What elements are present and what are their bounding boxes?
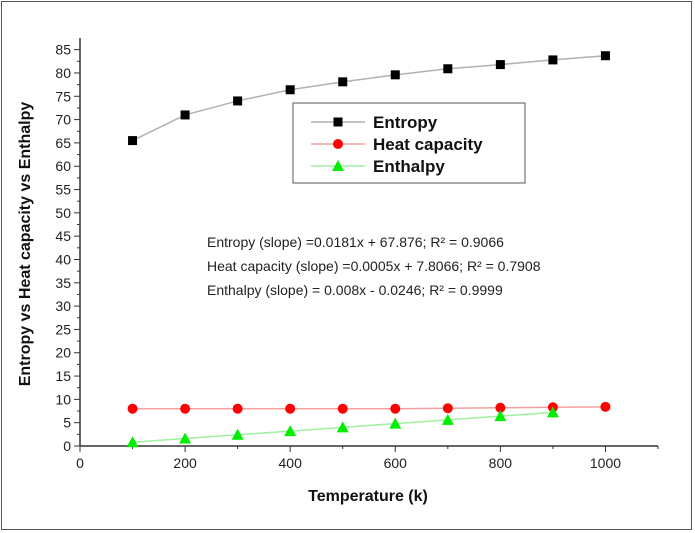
x-tick-label: 1000: [590, 455, 621, 471]
entropy-point: [338, 77, 348, 87]
legend-item-enthalpy: Enthalpy: [311, 157, 445, 176]
heat-capacity-point: [127, 403, 138, 414]
y-tick-label: 75: [55, 88, 71, 104]
x-axis-label: Temperature (k): [308, 488, 428, 505]
heat-capacity-point: [285, 403, 296, 414]
entropy-point: [443, 64, 453, 74]
y-axis-label: Entropy vs Heat capacity vs Enthalpy: [17, 102, 34, 387]
entropy-point: [180, 110, 190, 120]
entropy-point: [285, 85, 295, 95]
series-heat-capacity: [127, 401, 611, 414]
entropy-point: [548, 55, 558, 65]
annotation-entropy: Entropy (slope) =0.0181x + 67.876; R² = …: [207, 234, 504, 250]
legend-item-heat-capacity: Heat capacity: [311, 135, 483, 154]
legend-marker: [333, 139, 343, 149]
legend-label: Entropy: [373, 113, 438, 132]
y-tick-label: 65: [55, 135, 71, 151]
y-tick-label: 50: [55, 205, 71, 221]
enthalpy-point: [389, 417, 402, 429]
legend-label: Enthalpy: [373, 157, 445, 176]
y-tick-label: 85: [55, 42, 71, 58]
x-tick-label: 600: [384, 455, 408, 471]
y-tick-label: 70: [55, 112, 71, 128]
entropy-point: [495, 60, 505, 70]
legend-marker: [333, 117, 343, 127]
enthalpy-point: [179, 432, 192, 444]
enthalpy-point: [284, 425, 297, 437]
x-tick-label: 0: [76, 455, 84, 471]
entropy-point: [600, 51, 610, 61]
y-tick-label: 15: [55, 368, 71, 384]
y-tick-label: 20: [55, 345, 71, 361]
y-tick-label: 40: [55, 251, 71, 267]
y-tick-label: 80: [55, 65, 71, 81]
y-tick-label: 25: [55, 321, 71, 337]
heat-capacity-point: [337, 403, 348, 414]
x-tick-label: 800: [489, 455, 513, 471]
series-enthalpy: [126, 406, 559, 448]
legend: Entropy Heat capacity Enthalpy: [292, 102, 526, 184]
y-tick-label: 60: [55, 158, 71, 174]
enthalpy-point: [231, 428, 244, 440]
heat-capacity-point: [600, 401, 611, 412]
enthalpy-point: [441, 413, 454, 425]
x-tick-label: 400: [279, 455, 303, 471]
y-tick-label: 35: [55, 275, 71, 291]
heat-capacity-line: [132, 406, 606, 410]
entropy-point: [390, 70, 400, 80]
legend-marker: [332, 160, 344, 171]
y-tick-label: 10: [55, 391, 71, 407]
heat-capacity-point: [442, 403, 453, 414]
heat-capacity-point: [180, 403, 191, 414]
x-tick-label: 200: [173, 455, 197, 471]
enthalpy-point: [546, 406, 559, 418]
y-tick-label: 5: [63, 415, 71, 431]
entropy-line: [132, 54, 606, 142]
annotation-enthalpy: Enthalpy (slope) = 0.008x - 0.0246; R² =…: [207, 282, 503, 298]
entropy-point: [128, 136, 138, 146]
series-entropy: [128, 51, 610, 146]
annotation-heat-capacity: Heat capacity (slope) =0.0005x + 7.8066;…: [207, 258, 541, 274]
heat-capacity-point: [390, 403, 401, 414]
legend-label: Heat capacity: [373, 135, 483, 154]
enthalpy-point: [126, 436, 139, 448]
entropy-point: [233, 96, 243, 106]
heat-capacity-point: [495, 402, 506, 413]
legend-item-entropy: Entropy: [311, 113, 438, 132]
y-tick-label: 45: [55, 228, 71, 244]
enthalpy-point: [336, 421, 349, 433]
heat-capacity-point: [232, 403, 243, 414]
y-tick-label: 30: [55, 298, 71, 314]
enthalpy-point: [494, 410, 507, 422]
y-tick-label: 0: [63, 438, 71, 454]
y-tick-label: 55: [55, 182, 71, 198]
